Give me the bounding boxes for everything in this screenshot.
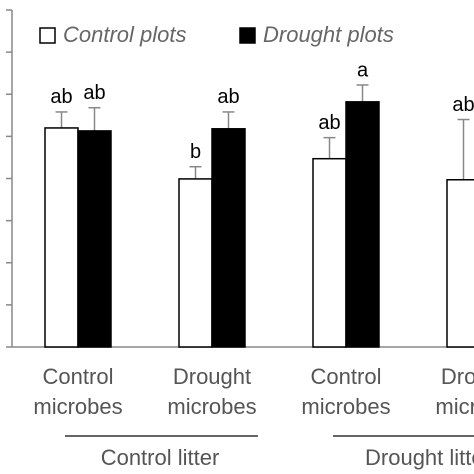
x-tick-label: microbes bbox=[167, 394, 256, 419]
bar bbox=[178, 178, 213, 348]
significance-letter: ab bbox=[83, 82, 105, 104]
group-label: Control litter bbox=[101, 445, 220, 470]
x-tick-label: Control bbox=[311, 364, 382, 389]
legend-swatch bbox=[239, 27, 256, 44]
legend-label: Control plots bbox=[63, 22, 187, 47]
significance-letter: ab bbox=[50, 86, 72, 108]
x-tick-label: Drought bbox=[173, 364, 251, 389]
group-label: Drought litter bbox=[365, 445, 474, 470]
significance-letter: b bbox=[190, 141, 201, 163]
legend-swatch bbox=[39, 27, 56, 44]
bar bbox=[211, 128, 246, 348]
significance-letter: ab bbox=[318, 112, 340, 134]
x-tick-label: Control bbox=[43, 364, 114, 389]
significance-letter: ab bbox=[452, 94, 474, 116]
bar bbox=[446, 179, 474, 348]
x-tick-label: microbes bbox=[33, 394, 122, 419]
x-tick-label: Drought bbox=[441, 364, 474, 389]
bar bbox=[44, 127, 79, 348]
x-tick-label: microbes bbox=[435, 394, 474, 419]
bar bbox=[345, 101, 380, 348]
x-tick-label: microbes bbox=[301, 394, 390, 419]
legend-label: Drought plots bbox=[263, 22, 394, 47]
significance-letter: a bbox=[357, 59, 369, 81]
bar bbox=[312, 157, 347, 348]
bar bbox=[77, 130, 112, 348]
significance-letter: ab bbox=[217, 86, 239, 108]
